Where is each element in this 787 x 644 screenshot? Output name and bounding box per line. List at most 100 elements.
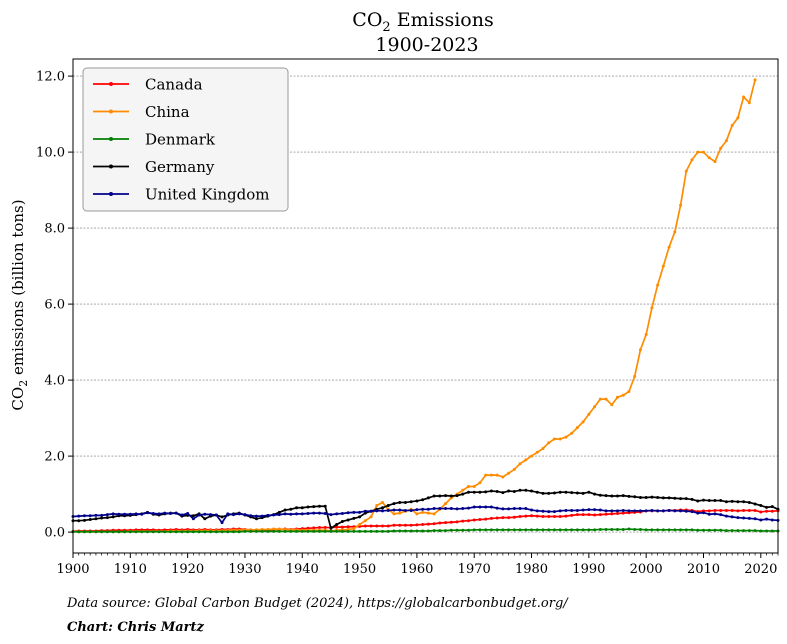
data-point-germany: [203, 517, 207, 521]
data-point-china: [621, 393, 625, 397]
data-point-denmark: [398, 529, 402, 533]
data-point-denmark: [466, 528, 470, 532]
data-point-united-kingdom: [214, 513, 218, 517]
data-point-united-kingdom: [472, 505, 476, 509]
data-point-germany: [105, 516, 109, 520]
data-point-canada: [530, 514, 534, 518]
data-point-denmark: [478, 528, 482, 532]
data-point-denmark: [570, 528, 574, 532]
legend-item-china: China: [93, 103, 190, 121]
y-tick-label: 10.0: [36, 146, 65, 161]
y-axis-label-main: CO: [9, 387, 27, 411]
data-point-denmark: [616, 527, 620, 531]
data-point-denmark: [444, 529, 448, 533]
data-point-united-kingdom: [438, 507, 442, 511]
data-point-germany: [466, 490, 470, 494]
y-axis-label-suffix: emissions (billion tons): [9, 199, 27, 379]
data-point-germany: [701, 498, 705, 502]
data-point-denmark: [701, 528, 705, 532]
data-point-denmark: [742, 529, 746, 533]
data-point-united-kingdom: [266, 513, 270, 517]
data-point-denmark: [117, 530, 121, 534]
data-point-canada: [415, 523, 419, 527]
data-point-united-kingdom: [616, 509, 620, 513]
data-point-united-kingdom: [621, 508, 625, 512]
data-point-china: [753, 78, 757, 82]
legend-label-china: China: [145, 103, 190, 121]
data-point-canada: [621, 511, 625, 515]
data-point-denmark: [724, 529, 728, 533]
data-point-united-kingdom: [530, 508, 534, 512]
data-point-germany: [759, 504, 763, 507]
data-point-germany: [621, 494, 625, 498]
y-tick-label: 8.0: [44, 222, 65, 237]
data-point-denmark: [770, 529, 774, 533]
data-point-germany: [191, 514, 195, 518]
data-point-germany: [598, 493, 602, 497]
data-point-denmark: [627, 527, 631, 531]
data-point-united-kingdom: [747, 516, 751, 520]
data-point-denmark: [501, 528, 505, 532]
data-point-china: [747, 101, 751, 105]
data-point-canada: [610, 512, 614, 516]
data-point-china: [392, 512, 396, 516]
data-point-denmark: [518, 528, 522, 532]
data-point-germany: [489, 489, 493, 493]
data-point-denmark: [260, 529, 264, 533]
data-point-canada: [381, 524, 385, 528]
data-point-united-kingdom: [340, 511, 344, 515]
data-point-denmark: [363, 529, 367, 533]
data-point-united-kingdom: [381, 509, 385, 513]
data-point-united-kingdom: [409, 508, 413, 512]
data-point-denmark: [140, 530, 144, 534]
data-point-denmark: [541, 528, 545, 532]
data-point-germany: [679, 497, 683, 501]
data-point-china: [656, 283, 660, 287]
legend-marker-united-kingdom: [109, 192, 113, 196]
y-ticks-layer: 0.0 2.0 4.0 6.0 8.0 10.0 12.0: [36, 70, 73, 541]
data-point-denmark: [77, 530, 81, 534]
data-point-canada: [444, 521, 448, 525]
y-tick-label: 12.0: [36, 70, 65, 85]
data-point-germany: [575, 491, 579, 495]
data-point-united-kingdom: [111, 512, 115, 516]
data-point-china: [507, 471, 511, 475]
data-point-canada: [742, 508, 746, 512]
data-point-united-kingdom: [180, 513, 184, 517]
data-point-united-kingdom: [449, 507, 453, 511]
data-point-united-kingdom: [736, 516, 740, 520]
data-point-germany: [541, 491, 545, 495]
data-point-china: [512, 467, 516, 471]
data-point-denmark: [415, 529, 419, 533]
data-point-china: [501, 475, 505, 479]
data-point-united-kingdom: [329, 513, 333, 517]
data-point-germany: [570, 491, 574, 495]
data-point-germany: [403, 500, 407, 504]
data-point-canada: [581, 513, 585, 517]
data-point-germany: [484, 490, 488, 494]
data-point-united-kingdom: [346, 511, 350, 515]
data-point-denmark: [633, 527, 637, 531]
data-point-united-kingdom: [564, 508, 568, 512]
data-point-canada: [713, 508, 717, 512]
data-point-china: [558, 437, 562, 441]
data-point-united-kingdom: [724, 514, 728, 518]
data-point-denmark: [736, 529, 740, 533]
data-point-united-kingdom: [484, 505, 488, 509]
data-point-united-kingdom: [478, 505, 482, 509]
data-point-china: [570, 431, 574, 435]
data-point-denmark: [765, 529, 769, 533]
data-point-germany: [421, 498, 425, 502]
data-point-canada: [518, 515, 522, 519]
data-point-germany: [713, 499, 717, 503]
chart-subtitle: 1900-2023: [375, 34, 478, 56]
data-point-germany: [707, 499, 711, 503]
data-point-denmark: [163, 530, 167, 534]
data-point-denmark: [168, 530, 172, 534]
data-point-germany: [329, 526, 333, 530]
data-point-germany: [507, 489, 511, 493]
data-point-denmark: [375, 529, 379, 533]
data-point-germany: [719, 499, 723, 503]
data-point-canada: [472, 518, 476, 522]
